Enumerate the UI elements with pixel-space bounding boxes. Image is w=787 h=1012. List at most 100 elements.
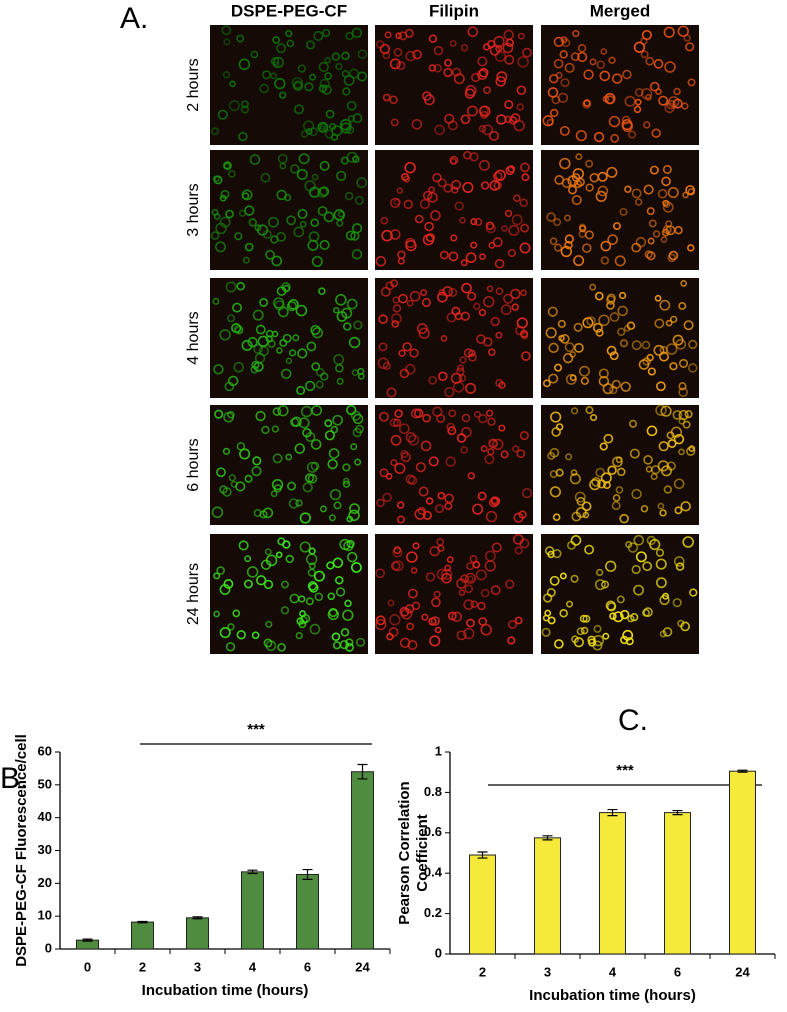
cell <box>673 433 685 445</box>
cell <box>315 380 324 389</box>
cell <box>641 340 651 350</box>
cell <box>443 183 453 193</box>
cell <box>447 611 457 621</box>
cell <box>272 56 285 69</box>
cell <box>260 172 271 183</box>
cell <box>350 410 361 421</box>
cell <box>408 434 420 446</box>
x-tick-label: 24 <box>735 964 750 979</box>
cell <box>349 503 360 514</box>
row-label: 6 hours <box>185 438 202 491</box>
cell <box>673 556 685 567</box>
cell <box>451 186 459 194</box>
y-axis-label: Coefficient <box>414 814 431 892</box>
cell <box>485 409 494 417</box>
y-tick-label: 0.8 <box>424 784 442 799</box>
cell <box>389 614 401 626</box>
cell <box>263 579 274 590</box>
cell <box>302 482 313 493</box>
cell <box>431 597 441 608</box>
cell <box>606 166 618 178</box>
cell <box>419 198 430 210</box>
cell <box>319 78 330 89</box>
y-tick-label: 10 <box>38 908 52 923</box>
cell <box>554 175 565 185</box>
cell <box>495 378 504 387</box>
cell <box>357 49 368 60</box>
cell <box>473 302 481 310</box>
cell <box>663 485 673 494</box>
cell <box>247 337 258 348</box>
cell <box>227 410 235 419</box>
cell <box>684 410 693 419</box>
cell <box>428 617 437 626</box>
cell <box>563 214 571 222</box>
cell <box>520 329 529 338</box>
cell <box>606 293 616 303</box>
cell <box>602 95 610 103</box>
cell <box>602 632 610 640</box>
cell <box>385 281 395 291</box>
cell <box>213 364 224 375</box>
cell <box>644 250 653 259</box>
bar <box>534 837 561 955</box>
cell <box>635 236 647 248</box>
cell <box>462 181 474 193</box>
cell <box>575 153 583 161</box>
cell <box>241 339 253 351</box>
cell <box>576 627 585 636</box>
x-tick-label: 3 <box>544 964 551 979</box>
cell <box>645 56 655 66</box>
cell <box>236 281 245 291</box>
cell <box>378 342 388 352</box>
cell <box>246 566 259 578</box>
cell <box>311 362 321 371</box>
cell <box>678 409 689 421</box>
cell <box>621 119 633 131</box>
cell <box>653 58 664 69</box>
cell <box>290 417 300 427</box>
cell <box>564 240 573 250</box>
cell <box>504 54 515 65</box>
cell <box>682 191 689 199</box>
cell <box>310 461 320 471</box>
cell <box>286 215 297 226</box>
cell <box>211 208 219 216</box>
cell <box>586 316 596 326</box>
y-tick-label: 30 <box>38 842 52 857</box>
cell <box>432 172 442 183</box>
cell <box>248 218 257 227</box>
cell <box>659 351 669 362</box>
cell <box>608 115 621 128</box>
cell <box>307 239 319 251</box>
cell <box>589 478 601 491</box>
cell <box>570 574 579 583</box>
cell <box>325 109 335 119</box>
cell <box>574 491 586 503</box>
cell <box>305 431 316 442</box>
cell <box>281 580 289 589</box>
cell <box>612 494 621 502</box>
cell <box>233 361 245 373</box>
cell <box>327 458 338 470</box>
cell <box>429 635 441 647</box>
cell <box>304 380 316 392</box>
cell <box>211 506 224 519</box>
cell <box>343 74 355 86</box>
cell <box>327 608 339 621</box>
column-header: DSPE-PEG-CF <box>231 1 347 20</box>
cell <box>353 320 363 330</box>
cell <box>646 207 655 216</box>
cell <box>293 226 305 238</box>
cell <box>406 622 415 631</box>
bar <box>241 871 264 950</box>
cell <box>633 534 645 546</box>
micrograph <box>375 534 533 654</box>
cell <box>549 108 559 118</box>
cell <box>324 430 335 441</box>
cell <box>346 100 357 111</box>
cell <box>329 488 342 501</box>
cell <box>554 639 564 649</box>
cell <box>594 579 606 591</box>
cell <box>666 461 676 471</box>
